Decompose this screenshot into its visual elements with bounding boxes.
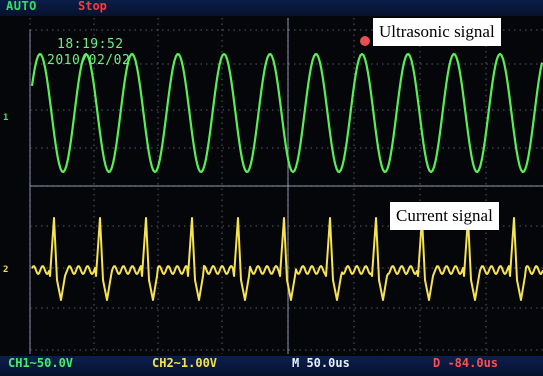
ch1-scale-readout: CH1~50.0V (8, 356, 74, 370)
trigger-position-marker (360, 36, 370, 46)
trigger-mode-label: AUTO (6, 0, 37, 13)
graticule-grid (29, 18, 543, 354)
timebase-readout: M 50.0us (292, 356, 350, 370)
run-state-label: Stop (78, 0, 107, 13)
ultrasonic-signal-label: Ultrasonic signal (373, 18, 501, 46)
timestamp-overlay: 18:19:52 (57, 37, 124, 52)
delay-readout: D -84.0us (433, 356, 499, 370)
ch1-waveform-trace (30, 52, 543, 174)
ch2-waveform-trace (31, 217, 543, 301)
ch2-level-marker: 2 (3, 265, 9, 275)
bottom-status-bar (0, 356, 543, 376)
current-signal-label: Current signal (390, 202, 499, 230)
datestamp-overlay: 2010/02/02 (47, 53, 131, 68)
ch1-level-marker: 1 (3, 113, 9, 123)
ch2-scale-readout: CH2~1.00V (152, 356, 218, 370)
top-status-bar: AUTO Stop (0, 0, 543, 16)
